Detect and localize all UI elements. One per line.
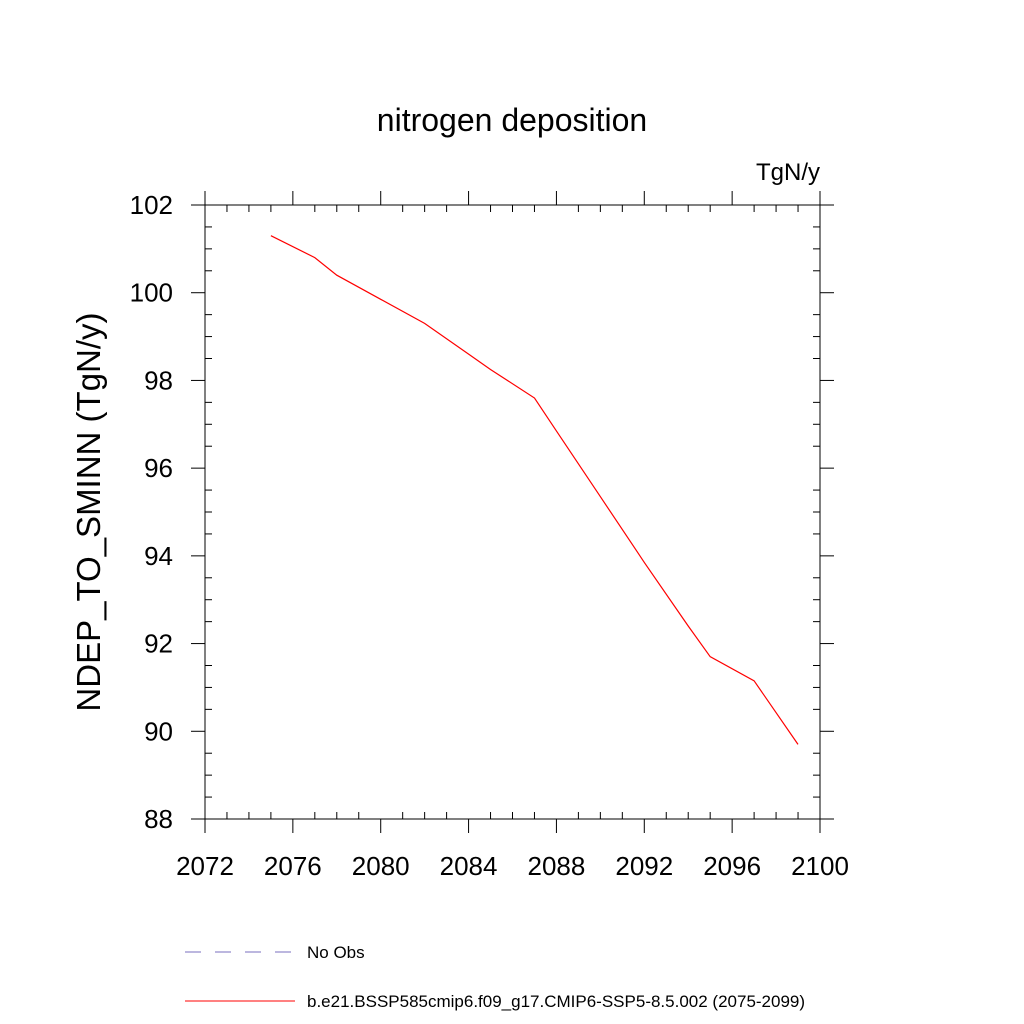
y-tick-label: 92 — [144, 629, 173, 659]
axis-ticks — [191, 191, 834, 833]
legend-label-no-obs: No Obs — [307, 943, 365, 962]
y-tick-label: 88 — [144, 804, 173, 834]
y-tick-label: 90 — [144, 716, 173, 746]
units-label: TgN/y — [756, 159, 820, 186]
x-tick-label: 2096 — [703, 851, 761, 881]
y-tick-labels: 88 90 92 94 96 98 100 102 — [130, 190, 173, 834]
legend-label-model: b.e21.BSSP585cmip6.f09_g17.CMIP6-SSP5-8.… — [307, 992, 805, 1011]
y-tick-label: 100 — [130, 278, 173, 308]
x-tick-label: 2080 — [352, 851, 410, 881]
legend: No Obs b.e21.BSSP585cmip6.f09_g17.CMIP6-… — [185, 943, 805, 1011]
x-tick-label: 2084 — [440, 851, 498, 881]
series-layer — [270, 235, 799, 745]
y-tick-label: 96 — [144, 453, 173, 483]
y-axis-label: NDEP_TO_SMINN (TgN/y) — [70, 312, 107, 711]
x-tick-label: 2100 — [791, 851, 849, 881]
x-tick-label: 2092 — [615, 851, 673, 881]
x-tick-label: 2072 — [176, 851, 234, 881]
chart-title: nitrogen deposition — [377, 102, 647, 138]
y-tick-label: 94 — [144, 541, 173, 571]
x-tick-label: 2088 — [528, 851, 586, 881]
series-line — [270, 235, 799, 745]
x-tick-label: 2076 — [264, 851, 322, 881]
plot-frame — [204, 204, 821, 820]
y-tick-label: 102 — [130, 190, 173, 220]
x-tick-labels: 2072 2076 2080 2084 2088 2092 2096 2100 — [176, 851, 849, 881]
y-tick-label: 98 — [144, 365, 173, 395]
